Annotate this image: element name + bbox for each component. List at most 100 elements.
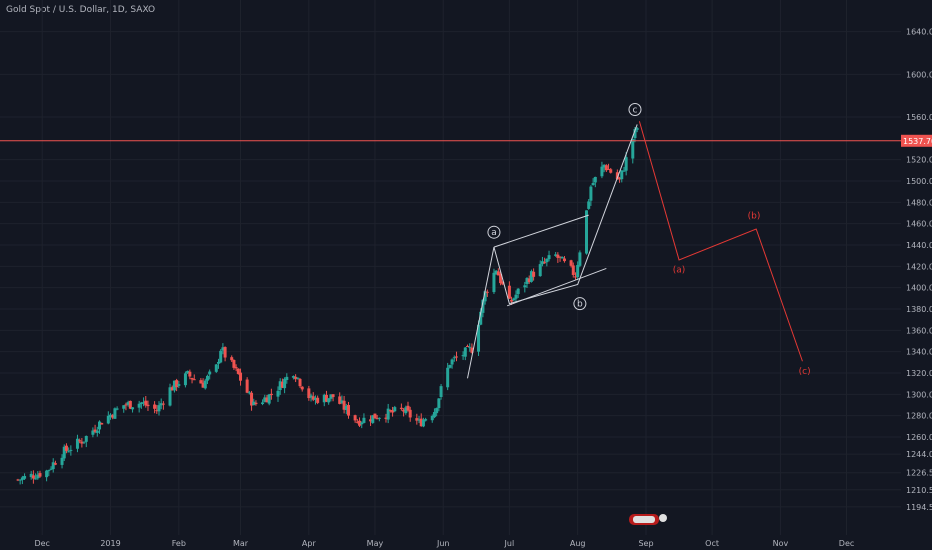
candle-body [514, 294, 518, 299]
candle-body [479, 311, 483, 325]
price-axis: 1680.001640.001600.001560.001520.001500.… [906, 28, 932, 512]
candle-body [331, 394, 335, 398]
candle-body [585, 210, 589, 254]
candle-body [172, 380, 176, 391]
candle-body [168, 387, 172, 406]
time-tick-label: Dec [839, 539, 854, 548]
candle-body [477, 324, 481, 352]
candle-body [106, 415, 110, 424]
candle-body [247, 392, 251, 394]
candle-body [269, 393, 273, 396]
candle-body [283, 378, 287, 389]
candle-body [300, 386, 304, 390]
candle-body [450, 359, 454, 365]
candle-body [16, 479, 20, 481]
candle-body [454, 356, 458, 358]
candle-body [175, 380, 179, 388]
candle-body [615, 172, 619, 179]
price-tick-label: 1380.00 [906, 305, 932, 314]
candle-body [69, 449, 73, 451]
candle-body [131, 407, 135, 410]
candle-body [375, 418, 379, 420]
candle-body [604, 165, 608, 171]
candle-body [23, 476, 27, 479]
candle-body [481, 299, 485, 313]
time-tick-label: Nov [773, 539, 789, 548]
candle-body [111, 415, 115, 418]
candle-body [239, 372, 243, 381]
candle-body [512, 298, 516, 301]
candle-body [631, 139, 635, 159]
candle-body [547, 255, 551, 260]
candle-body [252, 401, 256, 406]
candle-body [64, 445, 68, 451]
candle-body [294, 376, 298, 380]
price-tick-label: 1600.00 [906, 70, 932, 79]
candle-body [540, 261, 544, 265]
candle-body [186, 370, 190, 374]
candle-body [439, 386, 443, 398]
candle-body [587, 201, 591, 209]
price-tick-label: 1480.00 [906, 198, 932, 207]
candle-body [329, 394, 333, 399]
wave-circle [628, 103, 642, 117]
time-tick-label: Jul [504, 539, 515, 548]
price-tick-label: 1500.00 [906, 177, 932, 186]
candle-body [494, 270, 498, 274]
candle-body [600, 166, 604, 177]
candle-body [369, 419, 373, 422]
wave-circle [573, 297, 587, 311]
candle-body [100, 423, 104, 425]
price-tick-label: 1194.50 [906, 503, 932, 512]
candle-body [373, 413, 377, 419]
projection-label: (b) [748, 211, 761, 221]
time-tick-label: Apr [302, 539, 317, 548]
candle-body [261, 402, 265, 404]
candle-body [593, 176, 597, 183]
candle-body [589, 186, 593, 201]
candle-body [316, 397, 320, 403]
candle-body [201, 382, 205, 388]
candle-body [124, 404, 128, 406]
candle-body [80, 441, 84, 444]
candle-body [358, 420, 362, 426]
chart-grid [0, 0, 901, 535]
candle-body [219, 350, 223, 363]
candle-body [49, 468, 53, 470]
candle-body [115, 408, 119, 410]
candle-body [573, 276, 577, 278]
candle-body [355, 421, 359, 423]
candle-body [437, 398, 441, 409]
candle-body [45, 470, 49, 478]
price-axis-bg [901, 0, 932, 550]
candle-body [265, 397, 269, 403]
time-tick-label: May [367, 539, 384, 548]
time-tick-label: Jun [436, 539, 450, 548]
candle-body [432, 412, 436, 418]
candle-body [556, 254, 560, 258]
candle-body [609, 169, 613, 173]
candle-body [155, 410, 159, 412]
time-tick-label: Dec [34, 539, 49, 548]
candle-body [221, 347, 225, 351]
candle-body [208, 371, 212, 375]
candle-body [223, 347, 227, 358]
price-tick-label: 1300.00 [906, 390, 932, 399]
candle-body [144, 400, 148, 406]
candle-body [560, 257, 564, 259]
candle-body [188, 371, 192, 377]
candle-body [342, 400, 346, 410]
candle-body [263, 397, 267, 402]
price-tick-label: 1260.00 [906, 433, 932, 442]
candle-body [245, 379, 249, 393]
candle-body [435, 408, 439, 414]
time-axis: Dec 2019 Feb Mar Apr May Jun Jul Aug Sep Oct Nov Dec [34, 539, 854, 548]
candle-body [296, 377, 300, 379]
wave-label: c [633, 106, 638, 116]
candle-body [67, 451, 71, 453]
candle-body [417, 419, 421, 421]
candle-body [424, 419, 428, 421]
candle-body [250, 392, 254, 406]
candle-body [84, 435, 88, 442]
